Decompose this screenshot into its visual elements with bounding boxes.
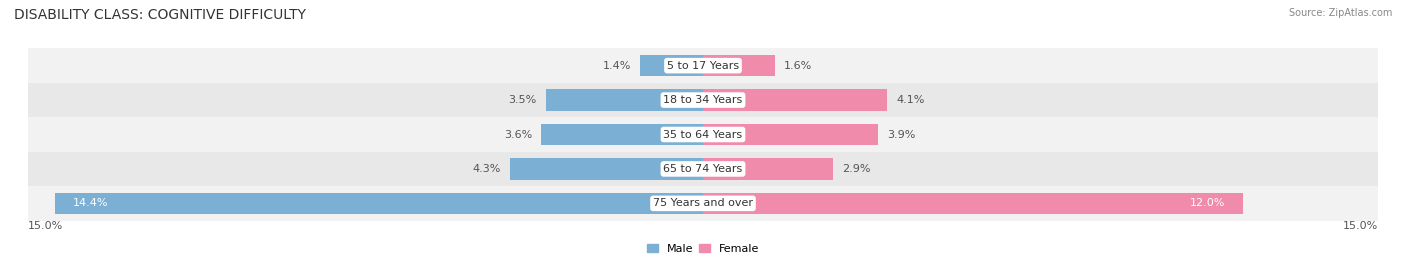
Bar — [509, 158, 703, 180]
Text: 1.4%: 1.4% — [603, 61, 631, 71]
Text: 3.6%: 3.6% — [503, 129, 531, 140]
Text: 2.9%: 2.9% — [842, 164, 870, 174]
Text: 14.4%: 14.4% — [73, 198, 108, 208]
Text: 12.0%: 12.0% — [1189, 198, 1225, 208]
Bar — [541, 124, 703, 145]
Bar — [28, 48, 1378, 83]
Bar — [28, 152, 1378, 186]
Bar — [546, 89, 703, 111]
Text: Source: ZipAtlas.com: Source: ZipAtlas.com — [1288, 8, 1392, 18]
Text: 15.0%: 15.0% — [1343, 221, 1378, 231]
Text: 4.1%: 4.1% — [897, 95, 925, 105]
Bar — [28, 117, 1378, 152]
Bar — [640, 55, 703, 76]
Text: 5 to 17 Years: 5 to 17 Years — [666, 61, 740, 71]
Bar — [703, 89, 887, 111]
Text: 3.9%: 3.9% — [887, 129, 915, 140]
Bar — [703, 55, 775, 76]
Text: 4.3%: 4.3% — [472, 164, 501, 174]
Bar — [55, 193, 703, 214]
Text: 35 to 64 Years: 35 to 64 Years — [664, 129, 742, 140]
Bar — [703, 158, 834, 180]
Text: DISABILITY CLASS: COGNITIVE DIFFICULTY: DISABILITY CLASS: COGNITIVE DIFFICULTY — [14, 8, 307, 22]
Text: 75 Years and over: 75 Years and over — [652, 198, 754, 208]
Text: 65 to 74 Years: 65 to 74 Years — [664, 164, 742, 174]
Text: 18 to 34 Years: 18 to 34 Years — [664, 95, 742, 105]
Text: 15.0%: 15.0% — [28, 221, 63, 231]
Bar — [703, 124, 879, 145]
Text: 3.5%: 3.5% — [509, 95, 537, 105]
Bar — [28, 186, 1378, 221]
Legend: Male, Female: Male, Female — [643, 239, 763, 258]
Bar — [703, 193, 1243, 214]
Text: 1.6%: 1.6% — [785, 61, 813, 71]
Bar — [28, 83, 1378, 117]
